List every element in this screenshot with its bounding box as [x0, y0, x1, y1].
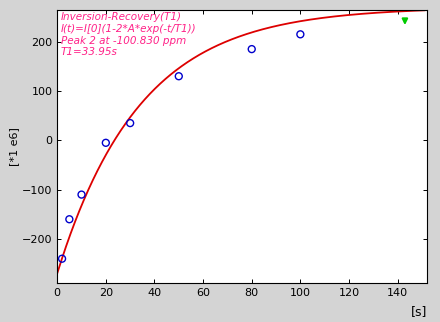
Text: [s]: [s] — [411, 305, 427, 318]
Point — [248, 47, 255, 52]
Text: Inversion-Recovery(T1)
I(t)=I[0](1-2*A*exp(-t/T1))
Peak 2 at -100.830 ppm
T1=33.: Inversion-Recovery(T1) I(t)=I[0](1-2*A*e… — [61, 13, 197, 57]
Point — [127, 120, 134, 126]
Point — [175, 74, 182, 79]
Point — [103, 140, 110, 146]
Point — [59, 256, 66, 261]
Y-axis label: [*1 e6]: [*1 e6] — [9, 127, 19, 166]
Point — [297, 32, 304, 37]
Point — [78, 192, 85, 197]
Point — [66, 217, 73, 222]
